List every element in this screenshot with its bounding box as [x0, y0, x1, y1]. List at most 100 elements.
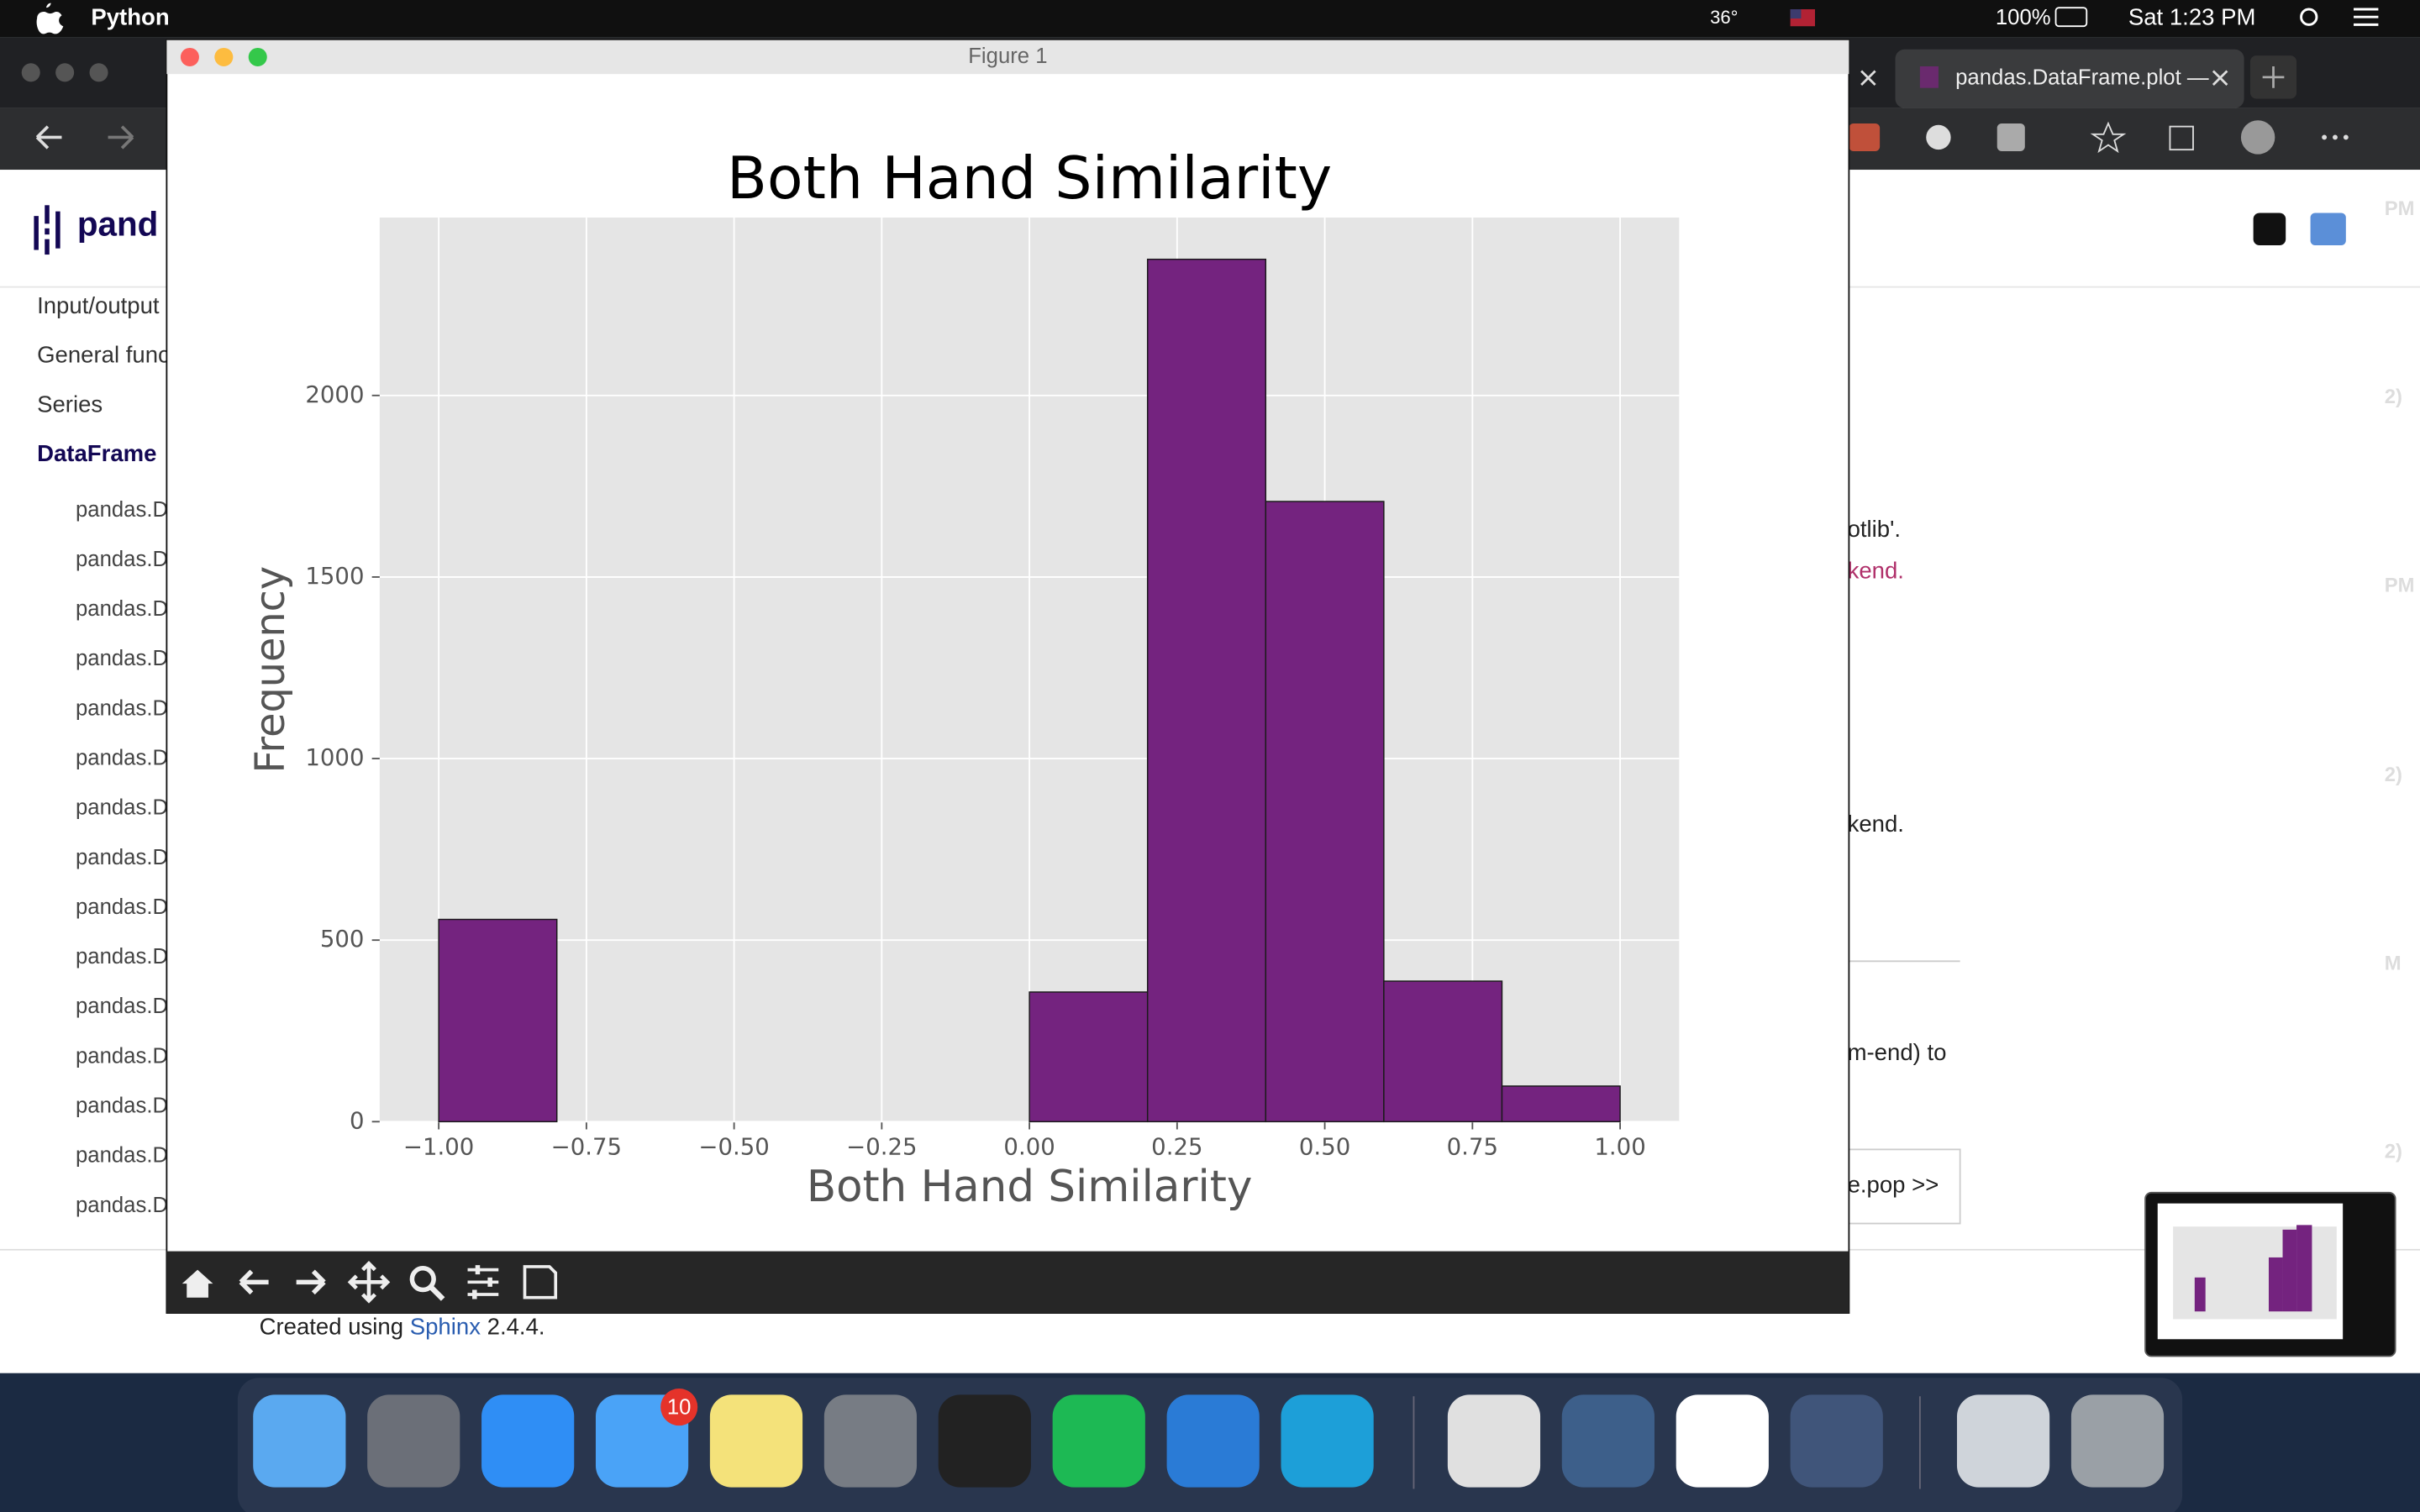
sidebar-item[interactable]: pandas.D: [76, 498, 168, 522]
forward-button[interactable]: [296, 1269, 326, 1295]
clock[interactable]: Sat 1:23 PM: [2128, 3, 2256, 29]
control-center[interactable]: [2354, 8, 2379, 26]
sidebar-item[interactable]: pandas.D: [76, 846, 168, 869]
sidebar-item[interactable]: pandas.D: [76, 548, 168, 571]
bar: [1265, 501, 1385, 1123]
footer-suffix: 2.4.4.: [487, 1314, 545, 1340]
dock: 10: [237, 1378, 2183, 1512]
edge-text: 2): [2385, 1140, 2402, 1163]
thumbnail-bar: [2296, 1225, 2312, 1312]
y-tick-label: 0: [350, 1107, 365, 1134]
zoom-button[interactable]: [409, 1266, 436, 1293]
sidebar-item[interactable]: pandas.D: [76, 647, 168, 670]
sidebar-item[interactable]: pandas.D: [76, 1194, 168, 1217]
x-tick-label: −0.25: [846, 1134, 917, 1161]
content-text: otlib'.: [1848, 516, 1901, 542]
x-axis-label: Both Hand Similarity: [807, 1162, 1253, 1212]
github-icon[interactable]: [2253, 213, 2286, 246]
window-title: Figure 1: [968, 45, 1047, 68]
traffic-light: [55, 63, 75, 82]
y-tick-label: 1500: [305, 563, 364, 590]
menu-bar-bg: [0, 0, 2420, 38]
extension-icon[interactable]: [1926, 124, 1951, 150]
dock-app[interactable]: [1561, 1394, 1655, 1488]
sidebar-item[interactable]: pandas.D: [76, 945, 168, 969]
menu-dot[interactable]: [2333, 134, 2338, 140]
traffic-light: [89, 63, 108, 82]
input-flag-canton: [1790, 9, 1802, 19]
dock-app[interactable]: [1281, 1394, 1374, 1488]
traffic-light: [21, 63, 40, 82]
dock-app[interactable]: [1052, 1394, 1145, 1488]
sidebar-link[interactable]: DataFrame: [37, 440, 156, 466]
chart-title: Both Hand Similarity: [727, 144, 1332, 213]
dock-app[interactable]: [1447, 1394, 1541, 1488]
sidebar-link[interactable]: Series: [37, 391, 103, 417]
x-tick-label: −0.50: [698, 1134, 769, 1161]
save-button[interactable]: [523, 1265, 558, 1299]
app-name[interactable]: Python: [91, 3, 169, 29]
y-tick-label: 500: [320, 926, 365, 953]
sidebar-item[interactable]: pandas.D: [76, 995, 168, 1018]
x-tick-label: 0.75: [1447, 1134, 1498, 1161]
back-button[interactable]: [239, 1269, 269, 1295]
sidebar-item[interactable]: pandas.D: [76, 746, 168, 769]
footer-prefix: Created using: [260, 1314, 404, 1340]
dock-app[interactable]: [1676, 1394, 1769, 1488]
favorites[interactable]: [2090, 121, 2127, 154]
minimize-button[interactable]: [214, 47, 234, 66]
forward-button[interactable]: [108, 125, 134, 150]
zoom-button[interactable]: [248, 47, 267, 66]
collections[interactable]: [2169, 125, 2194, 151]
dock-app[interactable]: [1790, 1394, 1883, 1488]
extension-icon[interactable]: [1996, 123, 2025, 151]
sidebar-link[interactable]: Input/output: [37, 292, 160, 318]
dock-app[interactable]: [1166, 1394, 1260, 1488]
bar: [1501, 1085, 1621, 1123]
tab-title[interactable]: pandas.DataFrame.plot —: [1955, 66, 2209, 89]
twitter-icon[interactable]: [2310, 213, 2346, 246]
pan-button[interactable]: [347, 1261, 391, 1304]
sidebar-link[interactable]: General func: [37, 342, 170, 368]
dock-app[interactable]: [2070, 1394, 2165, 1488]
menu-dot[interactable]: [2343, 134, 2349, 140]
dock-app[interactable]: [253, 1394, 346, 1488]
sidebar-item[interactable]: pandas.D: [76, 696, 168, 720]
home-button[interactable]: [182, 1269, 213, 1298]
close-button[interactable]: [180, 47, 199, 66]
menu-dot[interactable]: [2322, 134, 2328, 140]
dock-app[interactable]: [938, 1394, 1031, 1488]
sidebar-item[interactable]: pandas.D: [76, 597, 168, 621]
dock-app[interactable]: [823, 1394, 918, 1488]
extension-icon[interactable]: [1849, 123, 1881, 151]
spotlight[interactable]: [2300, 8, 2318, 26]
profile[interactable]: [2240, 120, 2275, 155]
sidebar-item[interactable]: pandas.D: [76, 1094, 168, 1117]
battery[interactable]: 100%: [1996, 6, 2051, 29]
content-text[interactable]: e.pop >>: [1848, 1172, 1939, 1198]
thumbnail-bar: [2282, 1229, 2297, 1312]
screenshot-thumbnail[interactable]: [2144, 1191, 2396, 1357]
x-tick-label: 0.50: [1299, 1134, 1350, 1161]
sidebar-item[interactable]: pandas.D: [76, 1044, 168, 1068]
tab-close[interactable]: [1860, 70, 2228, 86]
slider-knob: [475, 1265, 481, 1275]
footer: Created using Sphinx 2.4.4.: [260, 1314, 545, 1340]
content-text[interactable]: kend.: [1848, 558, 1904, 584]
slider-knob: [487, 1277, 492, 1287]
footer-link[interactable]: Sphinx: [410, 1314, 481, 1340]
temperature[interactable]: 36°: [1710, 7, 1738, 28]
y-axis-label: Frequency: [248, 566, 294, 774]
dock-app[interactable]: [367, 1394, 460, 1488]
mpl-toolbar: [166, 1251, 1849, 1314]
sidebar-item[interactable]: pandas.D: [76, 895, 168, 919]
back-button[interactable]: [35, 125, 62, 150]
sidebar-item[interactable]: pandas.D: [76, 796, 168, 820]
dock-app[interactable]: [709, 1394, 803, 1488]
apple-menu[interactable]: [36, 3, 64, 34]
dock-app[interactable]: [1956, 1394, 2050, 1488]
tab[interactable]: [1895, 49, 2244, 108]
dock-app[interactable]: [481, 1394, 575, 1488]
sidebar-item[interactable]: pandas.D: [76, 1144, 168, 1168]
